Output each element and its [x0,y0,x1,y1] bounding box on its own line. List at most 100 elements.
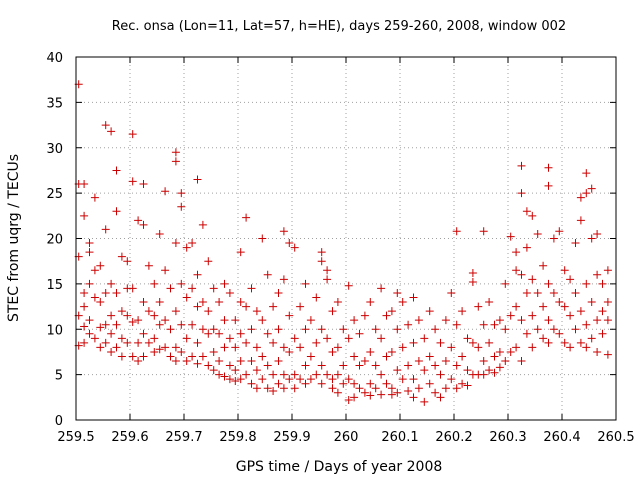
data-point [544,163,553,172]
data-point [139,329,148,338]
data-point [393,288,402,297]
data-point [333,343,342,352]
data-point [150,279,159,288]
data-point [344,281,353,290]
data-point [414,384,423,393]
data-point [522,288,531,297]
data-point [393,388,402,397]
data-point [447,288,456,297]
data-point [517,161,526,170]
data-point [117,307,126,316]
data-point [333,370,342,379]
data-point [441,384,450,393]
data-point [182,357,191,366]
data-point [258,316,267,325]
data-point [350,393,359,402]
data-point [582,320,591,329]
data-point [344,396,353,405]
data-point [134,216,143,225]
x-tick-labels: 259.5 259.6 259.7 259.8 259.9 260 260.1 260.2 26… [57,430,634,445]
data-point [366,391,375,400]
data-point [215,298,224,307]
data-point [80,322,89,331]
data-point [247,379,256,388]
data-point [582,343,591,352]
data-point [436,370,445,379]
data-point [566,275,575,284]
data-point [242,213,251,222]
data-point [139,298,148,307]
data-point [209,347,218,356]
y-axis-label: STEC from uqrg / TECUs [6,154,22,322]
data-point [134,338,143,347]
data-point [425,352,434,361]
data-point [468,338,477,347]
data-point [139,352,148,361]
data-point [366,347,375,356]
data-point [128,284,137,293]
data-point [80,211,89,220]
data-point [177,202,186,211]
data-point [528,311,537,320]
data-point [587,298,596,307]
data-point [312,338,321,347]
data-point [269,302,278,311]
data-point [107,279,116,288]
data-point [80,288,89,297]
data-point [269,370,278,379]
data-point [485,298,494,307]
data-point [452,227,461,236]
data-point [539,261,548,270]
data-point [366,298,375,307]
data-point [285,239,294,248]
data-point [447,375,456,384]
y-tick-label: 0 [55,414,63,429]
data-point [117,252,126,261]
data-point [209,366,218,375]
data-point [247,284,256,293]
data-point [161,266,170,275]
data-point [107,311,116,320]
data-point [549,288,558,297]
data-point [528,275,537,284]
data-point [85,279,94,288]
data-point [274,379,283,388]
data-point [117,352,126,361]
data-point [490,368,499,377]
data-point [593,347,602,356]
data-point [204,361,213,370]
data-point [490,352,499,361]
data-point [225,375,234,384]
data-point [404,361,413,370]
data-point [603,350,612,359]
data-point [171,357,180,366]
data-point [587,184,596,193]
data-point [452,361,461,370]
data-point [517,189,526,198]
y-tick-label: 40 [46,51,63,66]
data-point [209,284,218,293]
data-point [225,288,234,297]
data-point [80,338,89,347]
y-tick-label: 35 [46,96,63,111]
data-point [90,266,99,275]
x-tick-label: 260.2 [435,430,472,445]
data-point [242,370,251,379]
data-point [123,338,132,347]
data-point [479,357,488,366]
data-point [220,279,229,288]
data-point [166,284,175,293]
data-point [355,329,364,338]
data-point [452,320,461,329]
data-point [328,375,337,384]
data-point [128,177,137,186]
data-point [204,257,213,266]
data-point [398,298,407,307]
data-point [339,361,348,370]
data-point [328,307,337,316]
data-point [285,347,294,356]
data-point [220,372,229,381]
data-point [501,325,510,334]
data-point [598,307,607,316]
data-point [220,343,229,352]
